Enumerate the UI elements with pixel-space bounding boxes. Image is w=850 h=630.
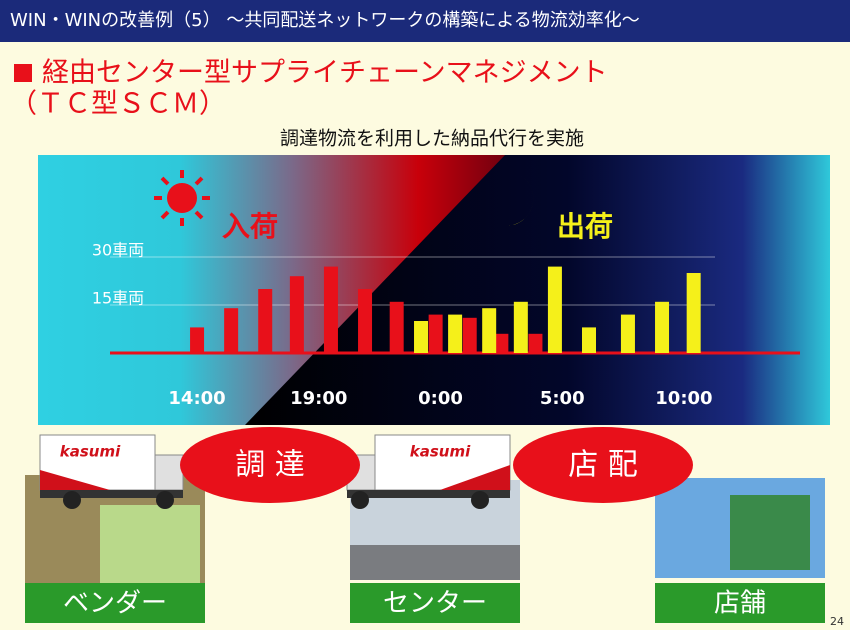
bar (323, 266, 338, 353)
bar (289, 276, 304, 353)
process-oval (180, 427, 360, 503)
chart: 15車両 30車両 14:00 19:00 0:00 5:00 10:00 入荷 出荷 (38, 155, 830, 425)
place-label: ベンダー (63, 589, 167, 619)
bar (414, 321, 429, 353)
subtitle: 調達物流を利用した納品代行を実施 (280, 128, 584, 150)
truck: kasumi (346, 434, 511, 509)
label-box (25, 583, 205, 623)
truck-brand: kasumi (60, 443, 121, 461)
header-bar (0, 0, 850, 42)
bar (389, 301, 404, 353)
process-label: 調 達 (235, 448, 305, 483)
bar (190, 327, 205, 353)
bar (528, 333, 543, 353)
label-box (655, 583, 825, 623)
truck: kasumi (39, 434, 184, 509)
bar (686, 273, 701, 353)
x-tick-label: 0:00 (418, 388, 463, 409)
place-label: センター (383, 589, 487, 619)
process-oval (513, 427, 693, 503)
page-number: 24 (830, 615, 844, 628)
x-tick-label: 5:00 (540, 388, 585, 409)
header: WIN・WINの改善例（5） ～共同配送ネットワークの構築による物流効率化～ (10, 10, 640, 31)
label-box (350, 583, 520, 623)
truck-brand: kasumi (410, 443, 471, 461)
bar (358, 289, 373, 353)
vendor-photo-detail (100, 505, 200, 585)
bar (513, 301, 528, 353)
bar (620, 314, 635, 353)
y-tick-label: 15車両 (92, 289, 144, 308)
annotation: 入荷 (222, 210, 278, 243)
process-label: 店 配 (568, 448, 638, 483)
x-tick-label: 10:00 (655, 388, 712, 409)
annotation: 出荷 (557, 210, 613, 243)
center-photo-detail (350, 545, 520, 580)
x-tick-label: 19:00 (290, 388, 347, 409)
bar (482, 308, 497, 353)
bar (547, 266, 562, 353)
store-photo-detail (730, 495, 810, 570)
bar (581, 327, 596, 353)
bar (462, 317, 477, 353)
bar (494, 333, 509, 353)
bar (224, 308, 239, 353)
bar (655, 301, 670, 353)
bottom-row: ベンダー センター 店舗 kasumi kasumi 調 達 店 配 24 (25, 427, 844, 628)
title: （ＴＣ型ＳＣＭ） (10, 89, 226, 120)
night-area (245, 155, 830, 425)
title: 経由センター型サプライチェーンマネジメント (42, 58, 608, 89)
bar (258, 289, 273, 353)
x-tick-label: 14:00 (168, 388, 225, 409)
bar (428, 314, 443, 353)
y-tick-label: 30車両 (92, 241, 144, 260)
bar (448, 314, 463, 353)
place-label: 店舗 (714, 589, 766, 619)
bullet (14, 64, 32, 82)
sun-icon (154, 170, 210, 226)
